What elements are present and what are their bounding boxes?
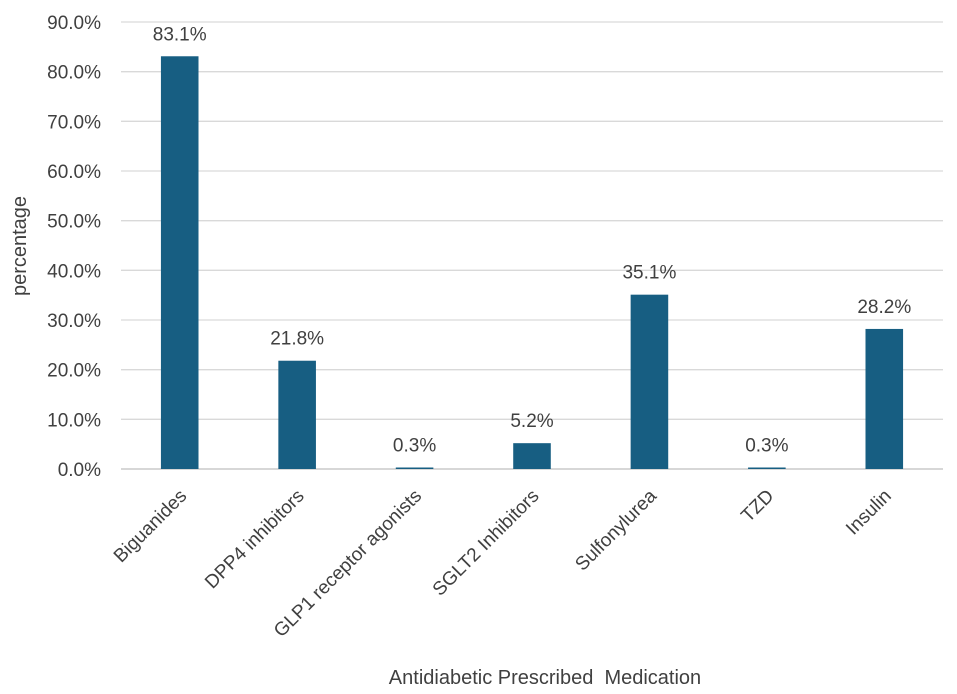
bar (865, 328, 904, 469)
data-label: 28.2% (857, 297, 911, 318)
data-label: 0.3% (393, 436, 436, 457)
y-tick-label: 70.0% (47, 112, 101, 133)
bar (160, 56, 199, 470)
bar (513, 443, 551, 469)
y-tick-label: 20.0% (47, 361, 101, 382)
y-tick-label: 60.0% (47, 162, 101, 183)
bar (278, 360, 316, 469)
gridlines (121, 21, 943, 470)
y-tick-label: 50.0% (47, 212, 101, 233)
y-tick-label: 90.0% (47, 13, 101, 34)
y-tick-label: 40.0% (47, 261, 101, 282)
bar (630, 294, 669, 469)
x-tick-label: Biguanides (110, 486, 191, 567)
y-tick-label: 0.0% (58, 460, 101, 481)
x-tick-label: SGLT2 Inhibitors (429, 486, 544, 601)
y-tick-label: 80.0% (47, 63, 101, 84)
data-label: 83.1% (153, 24, 207, 45)
data-label: 35.1% (622, 263, 676, 284)
bar (748, 467, 786, 469)
y-tick-label: 30.0% (47, 311, 101, 332)
data-labels: 83.1% 21.8% 0.3% 5.2% 35.1% 0.3% 28.2% (153, 24, 912, 456)
bar (395, 467, 434, 469)
y-axis-title: percentage (9, 196, 31, 296)
data-label: 21.8% (270, 329, 324, 350)
x-tick-label: Sulfonylurea (571, 485, 661, 575)
x-axis-title: Antidiabetic Prescribed Medication (389, 667, 701, 689)
bars (160, 56, 904, 470)
x-tick-label: TZD (737, 486, 778, 527)
data-label: 5.2% (510, 411, 553, 432)
x-tick-label: Insulin (842, 486, 896, 540)
data-label: 0.3% (745, 436, 788, 457)
x-tick-label: DPP4 inhibitors (201, 486, 308, 593)
y-tick-label: 10.0% (47, 410, 101, 431)
y-axis-ticks: 0.0% 10.0% 20.0% 30.0% 40.0% 50.0% 60.0% 70.0% 8… (47, 13, 101, 481)
